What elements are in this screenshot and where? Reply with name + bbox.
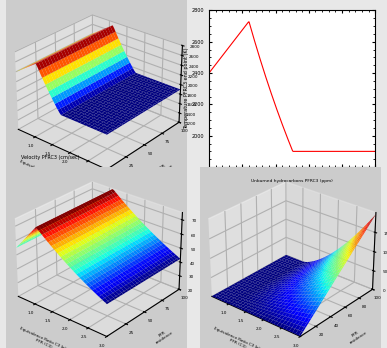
X-axis label: Equivalence Ratio C3 Inlet1
PFR (C3): Equivalence Ratio C3 Inlet1 PFR (C3) <box>211 326 266 348</box>
Y-axis label: Temperature PFRC3 end point (K): Temperature PFRC3 end point (K) <box>184 48 189 129</box>
Y-axis label: PFR
residence: PFR residence <box>153 160 174 178</box>
X-axis label: Equivalence Ratio C3 Inlet1
PFR (C3): Equivalence Ratio C3 Inlet1 PFR (C3) <box>17 326 72 348</box>
Text: Unburned hydrocarbons PFRC3 (ppm): Unburned hydrocarbons PFRC3 (ppm) <box>251 179 333 183</box>
Text: Velocity PFRC3 (cm/sec): Velocity PFRC3 (cm/sec) <box>21 155 80 160</box>
X-axis label: Equivalence Ratio C3 Inlet1 PFR (C3): Equivalence Ratio C3 Inlet1 PFR (C3) <box>247 180 337 185</box>
Y-axis label: PFR
residence: PFR residence <box>153 327 174 345</box>
Y-axis label: PFR
residence: PFR residence <box>346 327 368 345</box>
X-axis label: Equivalence Ratio C3 Inlet1
PFR (C3): Equivalence Ratio C3 Inlet1 PFR (C3) <box>17 159 72 190</box>
